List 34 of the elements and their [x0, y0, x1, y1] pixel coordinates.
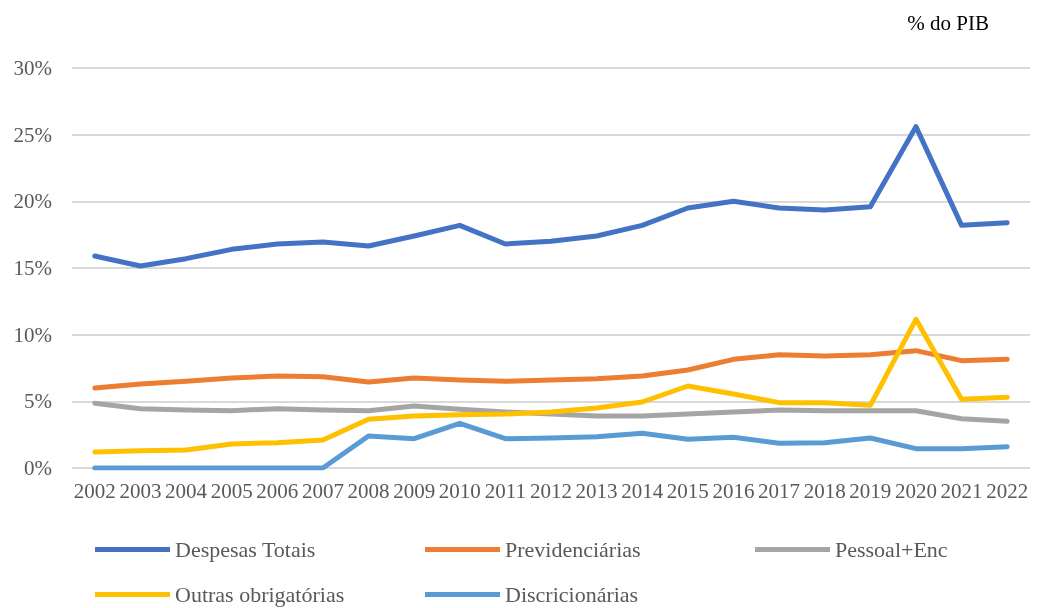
x-tick-label: 2020 [894, 478, 937, 503]
legend-label: Discricionárias [505, 582, 639, 607]
x-tick-label: 2009 [393, 478, 436, 503]
x-tick-label: 2015 [666, 478, 709, 503]
x-tick-label: 2014 [621, 478, 664, 503]
x-tick-label: 2005 [210, 478, 253, 503]
y-tick-label: 25% [13, 122, 52, 147]
y-tick-label: 0% [24, 456, 52, 480]
x-tick-label: 2002 [73, 478, 116, 503]
y-tick-label: 10% [13, 322, 52, 347]
y-tick-label: 20% [13, 189, 52, 214]
y-tick-label: 5% [24, 389, 52, 414]
y-tick-label: 15% [13, 256, 52, 280]
text: % do PIB [907, 10, 990, 35]
x-tick-label: 2022 [986, 478, 1029, 503]
x-tick-label: 2008 [347, 478, 390, 503]
legend-label: Outras obrigatórias [175, 582, 345, 607]
x-tick-label: 2010 [438, 478, 481, 503]
legend-label: Despesas Totais [175, 537, 316, 562]
x-tick-label: 2007 [301, 478, 344, 503]
x-tick-label: 2006 [256, 478, 299, 503]
x-tick-label: 2021 [940, 478, 983, 503]
x-tick-label: 2004 [165, 478, 208, 503]
x-tick-label: 2013 [575, 478, 618, 503]
x-tick-label: 2012 [530, 478, 572, 503]
y-tick-label: 30% [13, 56, 52, 80]
legend-label: Previdenciárias [505, 537, 641, 562]
x-tick-label: 2017 [758, 478, 801, 503]
x-tick-label: 2011 [484, 478, 526, 503]
x-tick-label: 2018 [803, 478, 846, 503]
x-tick-label: 2019 [849, 478, 892, 503]
legend-label: Pessoal+Enc [835, 537, 948, 562]
x-tick-label: 2003 [119, 478, 162, 503]
x-tick-label: 2016 [712, 478, 755, 503]
